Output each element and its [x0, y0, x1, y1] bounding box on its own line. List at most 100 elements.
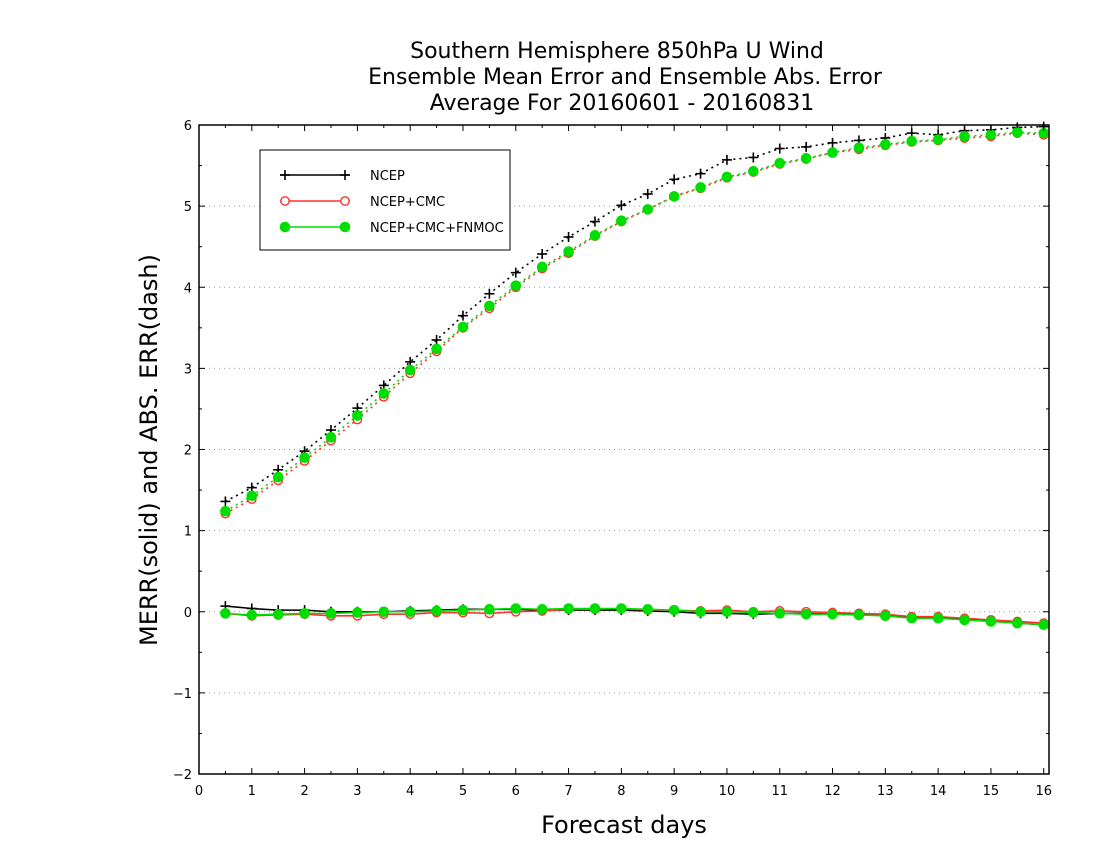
merr-point: [774, 608, 786, 619]
merr-point: [299, 608, 310, 619]
abs-err-point: [404, 364, 416, 376]
merr-point: [352, 607, 363, 618]
x-tick-label: 3: [353, 784, 361, 799]
merr-point: [906, 612, 918, 624]
abs-err-point: [272, 471, 284, 483]
abs-err-point: [589, 216, 600, 227]
abs-err-point: [721, 154, 732, 165]
abs-err-point: [668, 191, 680, 202]
x-tick-label: 11: [771, 784, 788, 799]
x-tick-label: 13: [877, 784, 894, 799]
merr-point: [695, 606, 706, 618]
abs-err-point: [695, 168, 706, 179]
merr-point: [378, 606, 390, 618]
abs-err-point: [431, 334, 442, 345]
merr-point: [880, 610, 891, 622]
abs-err-point: [457, 321, 469, 333]
merr-point: [1012, 617, 1023, 629]
abs-err-point: [220, 496, 231, 507]
abs-err-point: [484, 300, 495, 312]
merr-point: [932, 612, 944, 624]
abs-err-point: [800, 152, 812, 164]
merr-point: [272, 608, 284, 620]
legend-item: NCEP: [280, 169, 405, 184]
abs-err-point: [748, 165, 759, 177]
abs-err-point: [510, 267, 521, 278]
abs-err-point: [325, 432, 337, 443]
abs-err-point: [695, 182, 706, 193]
legend-item: NCEP+CMC: [280, 195, 445, 210]
abs-err-point: [880, 139, 891, 150]
abs-err-line: [225, 125, 1044, 503]
abs-err-point: [246, 490, 258, 502]
x-tick-label: 1: [248, 784, 256, 799]
y-tick-label: 1: [184, 525, 192, 540]
merr-point: [616, 603, 627, 614]
legend-marker: [339, 221, 351, 233]
x-tick-label: 7: [564, 784, 572, 799]
legend-item: NCEP+CMC+FNMOC: [279, 221, 504, 236]
abs-err-point: [932, 134, 944, 145]
abs-err-point: [484, 288, 495, 299]
x-tick-label: 5: [459, 784, 467, 799]
x-axis-label: Forecast days: [541, 811, 707, 839]
abs-err-point: [774, 143, 785, 154]
abs-err-point: [457, 310, 468, 321]
merr-point: [484, 604, 495, 615]
abs-err-point: [220, 505, 231, 517]
x-tick-label: 12: [824, 784, 841, 799]
legend-label: NCEP+CMC: [370, 195, 445, 210]
merr-point: [589, 603, 601, 614]
abs-err-point: [1012, 127, 1023, 138]
abs-err-point: [510, 280, 522, 291]
x-axis: 0 1 2 3 4 5 6 7 8 9 10 11 12 13 14 15 16: [195, 125, 1052, 799]
legend: NCEP NCEP+CMC NCEP+CMC+FNMOC: [259, 149, 511, 251]
x-tick-label: 15: [983, 784, 1000, 799]
x-tick-label: 9: [670, 784, 678, 799]
abs-err-point: [616, 200, 627, 211]
legend-box: [259, 149, 511, 251]
abs-err-point: [853, 142, 865, 154]
abs-err-point: [774, 157, 786, 169]
merr-point: [985, 616, 997, 627]
x-tick-label: 4: [406, 784, 414, 799]
y-tick-label: 5: [184, 200, 192, 215]
x-tick-label: 6: [512, 784, 520, 799]
legend-marker: [340, 170, 350, 180]
abs-err-point: [985, 129, 997, 141]
x-tick-label: 8: [617, 784, 625, 799]
legend-marker: [340, 196, 350, 206]
merr-point: [220, 608, 231, 619]
abs-err-point: [959, 131, 970, 142]
merr-point: [800, 608, 812, 620]
x-tick-label: 10: [719, 784, 736, 799]
merr-point: [853, 609, 865, 621]
merr-point: [668, 604, 680, 616]
abs-err-point: [642, 188, 653, 199]
y-tick-label: 4: [184, 281, 192, 296]
series-layer: [220, 121, 1050, 631]
legend-marker: [280, 196, 290, 206]
y-tick-label: −1: [173, 687, 192, 702]
legend-marker: [279, 221, 291, 233]
y-axis: −2 −1 0 1 2 3 4 5 6: [173, 119, 1049, 783]
series-NCEP+CMC+FNMOC: [220, 127, 1050, 631]
chart-title: Southern Hemisphere 850hPa U Wind Ensemb…: [368, 39, 883, 116]
title-line-1: Southern Hemisphere 850hPa U Wind: [410, 39, 824, 64]
merr-point: [748, 607, 759, 618]
merr-point: [404, 606, 416, 618]
merr-point: [563, 603, 574, 614]
abs-err-point: [563, 231, 574, 242]
merr-point: [510, 603, 522, 614]
abs-err-point: [537, 248, 548, 259]
abs-err-point: [536, 261, 548, 273]
abs-err-point: [616, 215, 627, 227]
y-tick-label: 3: [184, 362, 192, 377]
y-tick-label: 0: [184, 606, 192, 621]
y-tick-label: 2: [184, 444, 192, 459]
merr-point: [246, 609, 258, 621]
abs-err-point: [669, 174, 680, 185]
merr-point: [721, 606, 733, 618]
abs-err-line: [224, 131, 1044, 512]
